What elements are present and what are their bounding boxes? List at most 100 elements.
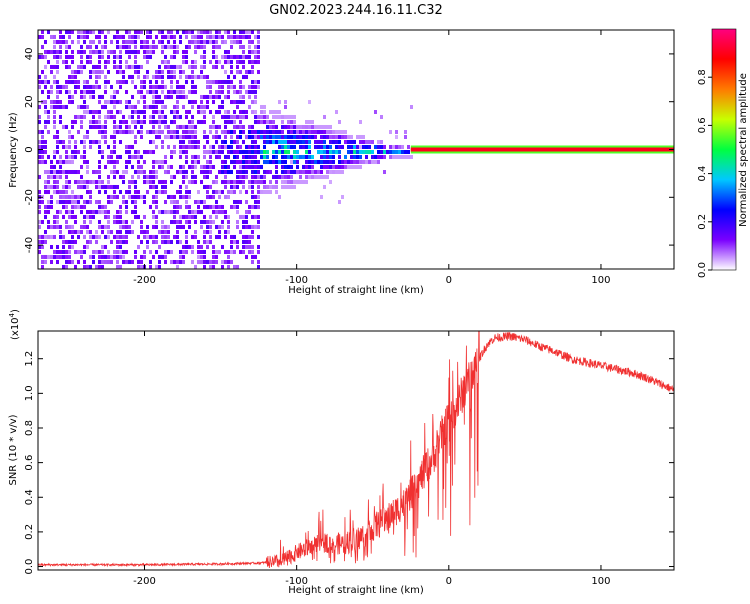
heatmap-cell	[50, 105, 53, 109]
heatmap-cell	[368, 160, 371, 164]
heatmap-cell	[269, 190, 272, 194]
heatmap-cell	[146, 50, 149, 54]
heatmap-cell	[191, 105, 194, 109]
heatmap-cell	[206, 95, 209, 99]
heatmap-cell	[323, 145, 326, 149]
heatmap-cell	[116, 35, 119, 39]
heatmap-cell	[398, 155, 401, 159]
heatmap-cell	[296, 165, 299, 169]
heatmap-cell	[263, 170, 266, 174]
heatmap-cell	[224, 260, 227, 264]
heatmap-cell	[113, 255, 116, 259]
heatmap-cell	[299, 125, 302, 129]
heatmap-cell	[206, 240, 209, 244]
heatmap-cell	[47, 185, 50, 189]
heatmap-cell	[266, 135, 269, 139]
heatmap-cell	[56, 140, 59, 144]
heatmap-cell	[200, 30, 203, 34]
heatmap-cell	[44, 120, 47, 124]
heatmap-cell	[164, 85, 167, 89]
heatmap-cell	[152, 240, 155, 244]
heatmap-cell	[332, 135, 335, 139]
heatmap-cell	[56, 185, 59, 189]
heatmap-cell	[86, 35, 89, 39]
heatmap-cell	[86, 230, 89, 234]
heatmap-cell	[308, 100, 311, 104]
heatmap-cell	[188, 65, 191, 69]
heatmap-cell	[83, 80, 86, 84]
heatmap-cell	[65, 265, 68, 269]
heatmap-cell	[239, 145, 242, 149]
heatmap-cell	[203, 115, 206, 119]
heatmap-cell	[149, 175, 152, 179]
heatmap-cell	[266, 115, 269, 119]
heatmap-cell	[95, 65, 98, 69]
heatmap-cell	[305, 170, 308, 174]
heatmap-cell	[140, 170, 143, 174]
heatmap-cell	[239, 40, 242, 44]
heatmap-cell	[71, 150, 74, 154]
heatmap-cell	[209, 150, 212, 154]
heatmap-cell	[224, 235, 227, 239]
heatmap-cell	[134, 205, 137, 209]
heatmap-cell	[332, 155, 335, 159]
heatmap-cell	[251, 215, 254, 219]
heatmap-cell	[203, 65, 206, 69]
heatmap-cell	[182, 105, 185, 109]
heatmap-cell	[227, 170, 230, 174]
heatmap-cell	[164, 240, 167, 244]
heatmap-cell	[251, 90, 254, 94]
heatmap-cell	[53, 75, 56, 79]
heatmap-cell	[200, 255, 203, 259]
heatmap-cell	[227, 190, 230, 194]
heatmap-cell	[197, 45, 200, 49]
heatmap-cell	[251, 125, 254, 129]
heatmap-cell	[143, 200, 146, 204]
heatmap-cell	[158, 125, 161, 129]
heatmap-cell	[110, 260, 113, 264]
heatmap-cell	[140, 95, 143, 99]
heatmap-cell	[95, 85, 98, 89]
heatmap-cell	[50, 185, 53, 189]
heatmap-cell	[104, 75, 107, 79]
heatmap-cell	[185, 230, 188, 234]
heatmap-cell	[167, 35, 170, 39]
heatmap-cell	[239, 170, 242, 174]
heatmap-cell	[203, 175, 206, 179]
heatmap-cell	[281, 150, 284, 154]
heatmap-cell	[155, 110, 158, 114]
heatmap-cell	[185, 125, 188, 129]
heatmap-cell	[191, 170, 194, 174]
heatmap-cell	[191, 245, 194, 249]
heatmap-cell	[161, 180, 164, 184]
heatmap-cell	[308, 170, 311, 174]
heatmap-cell	[242, 110, 245, 114]
heatmap-cell	[314, 125, 317, 129]
heatmap-cell	[65, 145, 68, 149]
heatmap-cell	[143, 55, 146, 59]
heatmap-cell	[140, 220, 143, 224]
heatmap-cell	[272, 175, 275, 179]
heatmap-cell	[209, 35, 212, 39]
heatmap-cell	[44, 50, 47, 54]
heatmap-cell	[89, 200, 92, 204]
heatmap-cell	[119, 35, 122, 39]
heatmap-cell	[224, 180, 227, 184]
heatmap-cell	[104, 255, 107, 259]
heatmap-cell	[62, 60, 65, 64]
heatmap-cell	[131, 50, 134, 54]
heatmap-cell	[185, 245, 188, 249]
heatmap-cell	[320, 145, 323, 149]
heatmap-cell	[104, 215, 107, 219]
heatmap-cell	[164, 45, 167, 49]
heatmap-cell	[59, 250, 62, 254]
heatmap-cell	[209, 235, 212, 239]
heatmap-cell	[401, 150, 404, 154]
heatmap-cell	[41, 140, 44, 144]
heatmap-cell	[89, 120, 92, 124]
heatmap-cell	[245, 160, 248, 164]
heatmap-cell	[125, 235, 128, 239]
heatmap-cell	[131, 35, 134, 39]
heatmap-cell	[116, 245, 119, 249]
